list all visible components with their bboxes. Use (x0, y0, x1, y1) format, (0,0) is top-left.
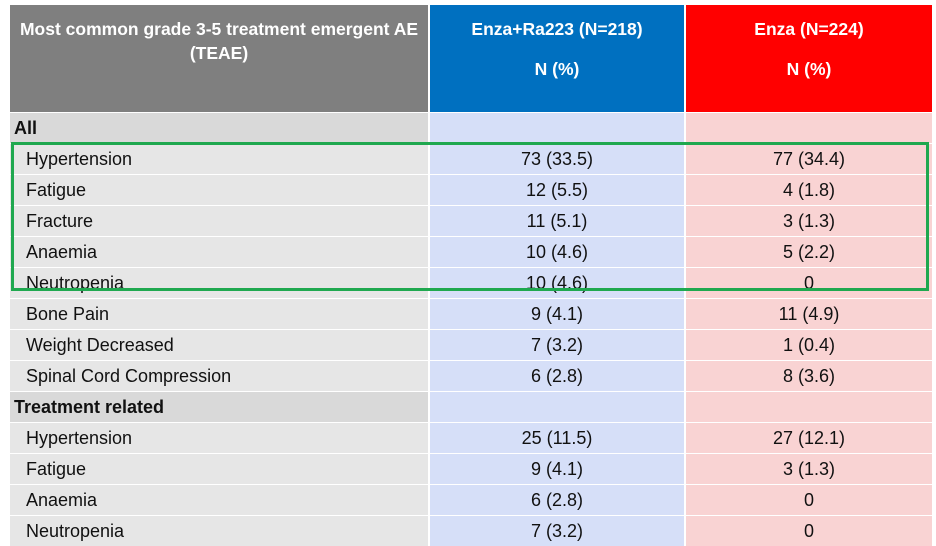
cell-enza: 0 (686, 515, 932, 546)
section-row: Treatment related (10, 391, 932, 422)
row-label: Fracture (10, 205, 430, 236)
cell-enza-ra223 (430, 391, 686, 422)
row-label: Neutropenia (10, 515, 430, 546)
table-row: Neutropenia 10 (4.6) 0 (10, 267, 932, 298)
cell-enza-ra223: 6 (2.8) (430, 484, 686, 515)
cell-enza-ra223: 10 (4.6) (430, 267, 686, 298)
row-label: Treatment related (10, 391, 430, 422)
header-enza-ra223-unit: N (%) (534, 59, 580, 79)
table-row: Hypertension 73 (33.5) 77 (34.4) (10, 143, 932, 174)
cell-enza (686, 391, 932, 422)
table-row: Fatigue 12 (5.5) 4 (1.8) (10, 174, 932, 205)
cell-enza-ra223: 12 (5.5) (430, 174, 686, 205)
table-row: Anaemia 10 (4.6) 5 (2.2) (10, 236, 932, 267)
header-ae-label: Most common grade 3-5 treatment emergent… (10, 5, 430, 112)
table-row: Fracture 11 (5.1) 3 (1.3) (10, 205, 932, 236)
section-row: All (10, 112, 932, 143)
row-label: Neutropenia (10, 267, 430, 298)
cell-enza: 27 (12.1) (686, 422, 932, 453)
row-label: Hypertension (10, 143, 430, 174)
cell-enza: 77 (34.4) (686, 143, 932, 174)
row-label: Fatigue (10, 174, 430, 205)
cell-enza-ra223: 25 (11.5) (430, 422, 686, 453)
cell-enza: 3 (1.3) (686, 453, 932, 484)
table-header-row: Most common grade 3-5 treatment emergent… (10, 5, 932, 112)
cell-enza-ra223: 11 (5.1) (430, 205, 686, 236)
table-row: Weight Decreased 7 (3.2) 1 (0.4) (10, 329, 932, 360)
teae-table: Most common grade 3-5 treatment emergent… (10, 5, 932, 546)
row-label: Fatigue (10, 453, 430, 484)
cell-enza-ra223: 9 (4.1) (430, 298, 686, 329)
cell-enza (686, 112, 932, 143)
cell-enza-ra223 (430, 112, 686, 143)
cell-enza-ra223: 73 (33.5) (430, 143, 686, 174)
header-enza-unit: N (%) (786, 59, 832, 79)
cell-enza: 0 (686, 267, 932, 298)
table-row: Bone Pain 9 (4.1) 11 (4.9) (10, 298, 932, 329)
row-label: All (10, 112, 430, 143)
cell-enza-ra223: 6 (2.8) (430, 360, 686, 391)
cell-enza-ra223: 10 (4.6) (430, 236, 686, 267)
table-row: Spinal Cord Compression 6 (2.8) 8 (3.6) (10, 360, 932, 391)
cell-enza: 3 (1.3) (686, 205, 932, 236)
table-body: All Hypertension 73 (33.5) 77 (34.4) Fatigue… (10, 112, 932, 546)
row-label: Weight Decreased (10, 329, 430, 360)
cell-enza: 4 (1.8) (686, 174, 932, 205)
cell-enza-ra223: 7 (3.2) (430, 515, 686, 546)
table-row: Hypertension 25 (11.5) 27 (12.1) (10, 422, 932, 453)
cell-enza-ra223: 7 (3.2) (430, 329, 686, 360)
cell-enza-ra223: 9 (4.1) (430, 453, 686, 484)
cell-enza: 8 (3.6) (686, 360, 932, 391)
cell-enza: 11 (4.9) (686, 298, 932, 329)
table-row: Fatigue 9 (4.1) 3 (1.3) (10, 453, 932, 484)
row-label: Bone Pain (10, 298, 430, 329)
row-label: Anaemia (10, 484, 430, 515)
row-label: Hypertension (10, 422, 430, 453)
cell-enza: 1 (0.4) (686, 329, 932, 360)
cell-enza: 0 (686, 484, 932, 515)
header-enza: Enza (N=224) N (%) (686, 5, 932, 112)
table-row: Neutropenia 7 (3.2) 0 (10, 515, 932, 546)
row-label: Anaemia (10, 236, 430, 267)
header-ae-label-text: Most common grade 3-5 treatment emergent… (19, 19, 419, 63)
row-label: Spinal Cord Compression (10, 360, 430, 391)
header-enza-ra223-text: Enza+Ra223 (N=218) (471, 19, 643, 39)
header-enza-ra223: Enza+Ra223 (N=218) N (%) (430, 5, 686, 112)
header-enza-text: Enza (N=224) (754, 19, 864, 39)
table-row: Anaemia 6 (2.8) 0 (10, 484, 932, 515)
cell-enza: 5 (2.2) (686, 236, 932, 267)
